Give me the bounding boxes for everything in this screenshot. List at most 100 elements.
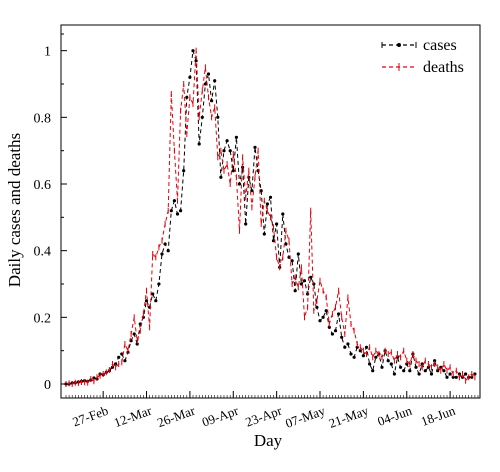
x-tick-label: 27-Feb [70,403,110,430]
data-point-cases [333,329,338,333]
data-point-cases [448,372,452,376]
data-point-cases [293,289,297,293]
data-point-cases [355,345,359,349]
data-point-cases [454,375,458,379]
y-tick-label: 0 [44,378,51,393]
data-point-cases [163,242,167,246]
data-point-cases [219,175,223,179]
x-tick-label: 18-Jun [419,403,458,429]
data-point-cases [380,365,384,369]
legend-cases-marker [397,43,401,47]
data-point-cases [114,362,118,366]
x-tick-label: 23-Apr [243,402,284,429]
legend-item-deaths: deaths [382,59,464,76]
data-point-cases [237,182,242,186]
data-point-cases [405,362,409,366]
data-point-cases [451,375,455,379]
x-tick-label: 04-Jun [375,403,414,429]
data-point-cases [172,199,176,203]
data-point-cases [290,259,294,263]
data-point-cases [414,365,418,369]
data-point-cases [262,232,266,236]
data-point-cases [429,372,434,376]
data-point-cases [197,142,201,146]
data-point-cases [166,249,170,253]
data-point-cases [175,212,180,216]
data-point-cases [132,332,136,336]
data-point-cases [135,342,139,346]
y-tick-label: 0.2 [34,311,52,326]
data-point-cases [244,222,248,226]
series-deaths [65,47,476,387]
data-point-cases [318,319,322,323]
data-point-cases [343,345,347,349]
data-point-cases [349,352,353,356]
data-point-cases [275,222,279,226]
data-point-cases [123,359,127,363]
data-point-cases [374,355,378,359]
axes-layer: 0 0.2 0.4 0.6 0.8 1 27-Feb 12-Mar 26-Mar 09-Apr 23… [34,33,479,431]
data-point-cases [371,369,375,373]
data-point-cases [206,72,211,76]
y-axis-label: Daily cases and deaths [5,133,24,287]
data-point-cases [179,209,183,213]
data-point-cases [216,115,220,119]
data-point-cases [392,372,396,376]
data-point-cases [417,372,421,376]
data-point-cases [389,362,393,366]
data-point-cases [309,275,313,279]
data-point-cases [464,372,468,376]
data-point-cases [473,372,477,376]
legend-item-cases: cases [381,37,457,54]
legend-deaths-label: deaths [423,59,464,76]
data-point-cases [185,95,189,99]
data-point-cases [231,169,235,173]
data-point-cases [151,292,155,296]
data-point-cases [321,315,325,319]
data-point-cases [160,252,164,256]
data-point-cases [281,212,285,216]
data-point-cases [457,372,461,376]
data-point-cases [225,139,229,143]
data-point-cases [259,189,263,193]
data-point-cases [110,365,115,369]
data-point-cases [250,189,254,193]
data-point-cases [330,332,334,336]
y-tick-label: 1 [44,45,51,60]
data-point-cases [408,369,412,373]
data-point-cases [203,82,207,86]
data-point-cases [442,369,446,373]
data-point-cases [340,335,344,339]
data-point-cases [358,349,362,353]
data-point-cases [268,195,273,199]
plot-frame [60,24,481,399]
data-point-cases [157,282,161,286]
data-point-cases [364,345,369,349]
legend-cases-label: cases [423,37,457,54]
data-point-cases [346,342,350,346]
data-point-cases [154,299,158,303]
data-point-cases [191,49,195,53]
data-point-cases [169,209,173,213]
data-point-cases [426,365,430,369]
data-point-cases [420,362,424,366]
data-point-cases [361,354,365,358]
data-point-cases [436,369,440,373]
data-point-cases [228,149,232,153]
data-point-cases [188,75,192,79]
data-point-cases [352,355,356,359]
data-point-cases [200,115,204,119]
data-point-cases [234,135,238,139]
data-point-cases [213,79,217,83]
data-point-cases [284,242,288,246]
data-point-cases [253,145,257,149]
data-point-cases [386,359,390,363]
legend: cases deaths [381,37,464,76]
data-point-cases [402,369,406,373]
data-point-cases [324,309,328,313]
data-point-cases [296,252,300,256]
data-point-cases [182,169,186,173]
data-point-cases [337,312,341,316]
